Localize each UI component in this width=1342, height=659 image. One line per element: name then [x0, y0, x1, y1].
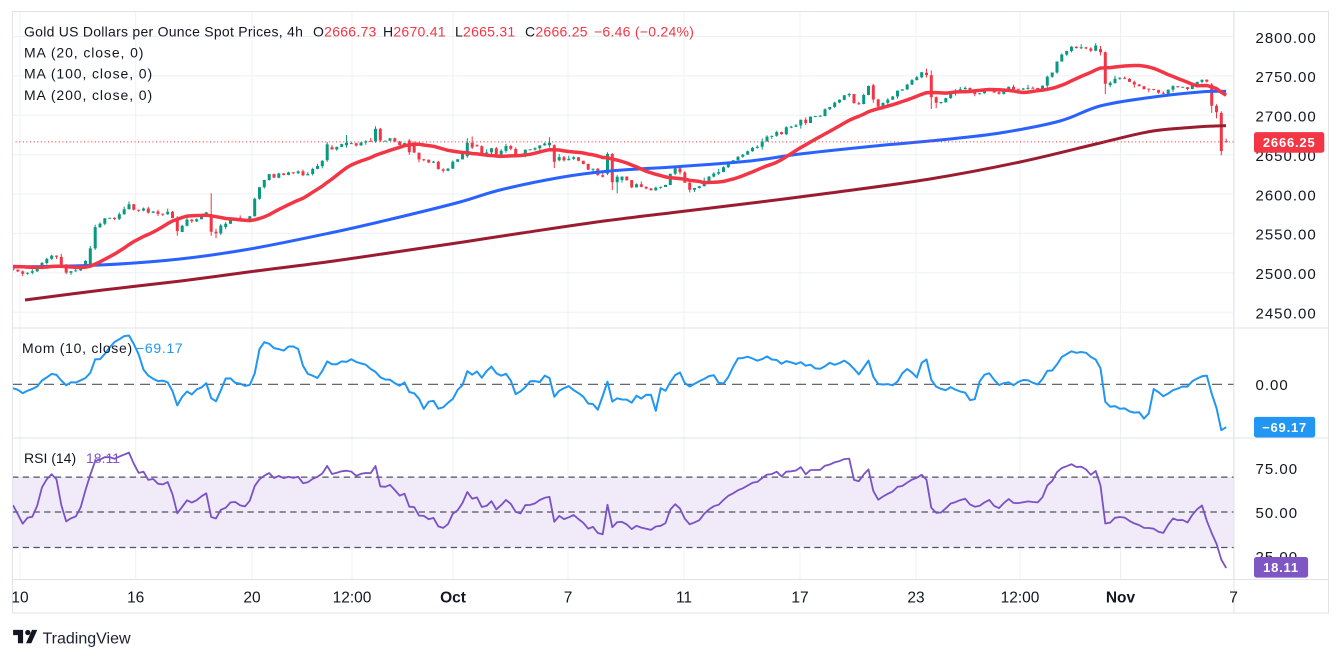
svg-text:2800.00: 2800.00	[1256, 30, 1317, 47]
svg-text:RSI (14)18.11: RSI (14) 18.11	[24, 450, 120, 466]
svg-text:Oct: Oct	[440, 589, 466, 606]
svg-text:Gold US Dollars per Ounce Spot: Gold US Dollars per Ounce Spot Prices, 4…	[24, 24, 694, 40]
svg-text:2450.00: 2450.00	[1256, 306, 1317, 323]
svg-text:12:00: 12:00	[1001, 589, 1040, 606]
svg-text:Nov: Nov	[1106, 589, 1136, 606]
svg-text:Mom (10, close)−69.17: Mom (10, close) −69.17	[22, 340, 183, 356]
svg-text:MA (100, close, 0): MA (100, close, 0)	[24, 66, 153, 82]
svg-text:2550.00: 2550.00	[1256, 227, 1317, 244]
svg-text:2600.00: 2600.00	[1256, 187, 1317, 204]
svg-text:7: 7	[564, 589, 573, 606]
svg-text:11: 11	[676, 589, 692, 606]
svg-text:2666.25: 2666.25	[1263, 135, 1316, 150]
svg-text:50.00: 50.00	[1256, 505, 1299, 522]
svg-text:7: 7	[1229, 589, 1238, 606]
svg-text:23: 23	[907, 589, 924, 606]
svg-text:2750.00: 2750.00	[1256, 69, 1317, 86]
svg-text:20: 20	[243, 589, 261, 606]
svg-text:MA (200, close, 0): MA (200, close, 0)	[24, 87, 153, 103]
svg-text:10: 10	[11, 589, 29, 606]
svg-text:75.00: 75.00	[1256, 461, 1299, 478]
svg-text:2500.00: 2500.00	[1256, 266, 1317, 283]
svg-text:17: 17	[791, 589, 808, 606]
svg-text:0.00: 0.00	[1256, 377, 1289, 394]
svg-text:18.11: 18.11	[1263, 560, 1299, 575]
svg-text:TradingView: TradingView	[43, 631, 131, 648]
svg-text:MA (20, close, 0): MA (20, close, 0)	[24, 45, 144, 61]
svg-text:2700.00: 2700.00	[1256, 109, 1317, 126]
svg-text:16: 16	[127, 589, 144, 606]
svg-text:−69.17: −69.17	[1262, 420, 1307, 435]
svg-text:12:00: 12:00	[333, 589, 372, 606]
